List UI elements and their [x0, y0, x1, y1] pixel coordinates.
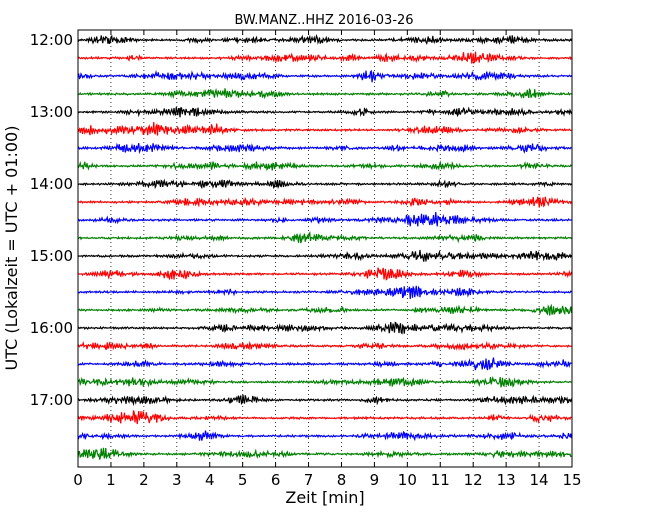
x-axis-label: Zeit [min] [285, 488, 364, 507]
axis-ticks [77, 30, 573, 467]
trace-1615 [77, 340, 572, 351]
x-tick-label-0: 0 [73, 471, 83, 489]
x-tick-label-10: 10 [398, 471, 417, 489]
plot-frame [77, 29, 573, 468]
trace-1745 [77, 447, 572, 460]
x-tick-label-6: 6 [271, 471, 281, 489]
y-axis-label: UTC (Lokalzeit = UTC + 01:00) [2, 126, 21, 371]
x-tick-label-15: 15 [562, 471, 581, 489]
trace-1545 [77, 303, 573, 316]
x-tick-labels: 0 1 2 3 4 5 6 7 8 9 10 11 12 13 14 15 [73, 471, 581, 489]
y-tick-label-3: 15:00 [30, 247, 73, 265]
trace-1530 [77, 285, 572, 299]
trace-1215 [77, 51, 573, 65]
y-tick-label-2: 14:00 [30, 175, 73, 193]
y-tick-label-1: 13:00 [30, 103, 73, 121]
x-tick-label-12: 12 [464, 471, 483, 489]
trace-1330 [77, 142, 572, 155]
trace-1645 [77, 375, 572, 388]
y-tick-label-4: 16:00 [30, 319, 73, 337]
trace-1245 [77, 87, 572, 100]
x-tick-label-14: 14 [530, 471, 549, 489]
trace-1515 [77, 267, 573, 281]
y-tick-label-5: 17:00 [30, 391, 73, 409]
chart-title: BW.MANZ..HHZ 2016-03-26 [234, 13, 413, 28]
trace-1630 [77, 357, 572, 371]
x-tick-label-4: 4 [205, 471, 215, 489]
trace-1730 [77, 430, 573, 442]
x-tick-label-7: 7 [304, 471, 314, 489]
x-tick-label-9: 9 [370, 471, 380, 489]
trace-1445 [77, 231, 572, 244]
trace-1430 [77, 211, 572, 227]
x-tick-label-5: 5 [238, 471, 248, 489]
trace-1315 [77, 122, 572, 136]
x-tick-label-11: 11 [431, 471, 450, 489]
x-tick-label-1: 1 [106, 471, 116, 489]
trace-1200 [77, 33, 573, 45]
trace-1700 [77, 394, 573, 407]
y-tick-labels: 12:00 13:00 14:00 15:00 16:00 17:00 [30, 31, 73, 409]
x-tick-label-2: 2 [139, 471, 149, 489]
x-tick-label-13: 13 [497, 471, 516, 489]
trace-1415 [77, 196, 573, 208]
trace-1300 [77, 106, 573, 118]
trace-1230 [77, 69, 573, 83]
grid-lines [110, 30, 540, 467]
y-tick-label-0: 12:00 [30, 31, 73, 49]
trace-1715 [77, 410, 572, 425]
x-tick-label-3: 3 [172, 471, 182, 489]
trace-1500 [77, 249, 573, 262]
trace-lines [77, 33, 573, 460]
x-tick-label-8: 8 [337, 471, 347, 489]
trace-1400 [77, 178, 572, 190]
trace-1600 [77, 321, 572, 335]
trace-1345 [77, 160, 572, 172]
